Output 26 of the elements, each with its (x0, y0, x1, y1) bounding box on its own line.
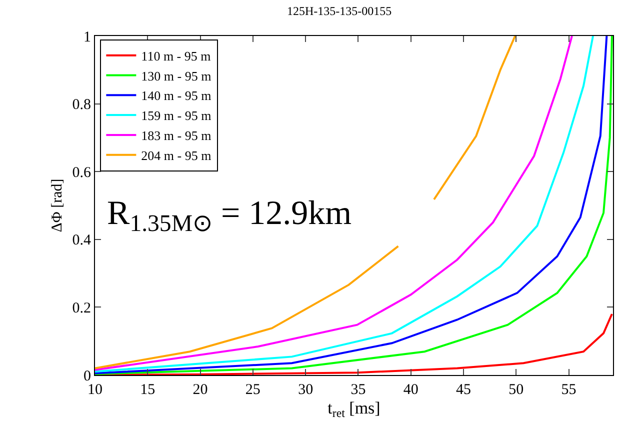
x-tick-label: 20 (192, 382, 208, 398)
x-tick-label: 15 (140, 382, 156, 398)
y-tick-label: 0.2 (72, 300, 91, 316)
x-axis-title: t$_{ret}$ [ms] (328, 398, 380, 420)
y-axis-title: ΔΦ [rad] (50, 178, 66, 232)
x-tick-label: 40 (403, 382, 418, 398)
x-tick-label: 25 (245, 382, 260, 398)
legend-label: 130 m - 95 m (141, 68, 212, 84)
x-tick-label: 50 (508, 382, 524, 398)
legend-label: 159 m - 95 m (141, 108, 212, 124)
y-tick-label: 1 (84, 29, 91, 46)
y-tick-label: 0.6 (72, 164, 92, 181)
x-tick-label: 30 (298, 382, 314, 398)
y-tick-label: 0.4 (72, 232, 92, 249)
legend-label: 204 m - 95 m (141, 148, 212, 163)
y-tick-label: 0 (84, 368, 91, 384)
legend-label: 110 m - 95 m (141, 48, 211, 64)
legend-label: 183 m - 95 m (141, 128, 212, 144)
y-tick-label: 0.8 (72, 97, 91, 114)
x-tick-label: 45 (456, 382, 471, 398)
x-tick-label: 35 (350, 382, 366, 398)
x-tick-label: 10 (88, 382, 102, 398)
chart-title: 125H-135-135-00155 (287, 4, 392, 18)
annotation: R$_{1.35M⊙}$ = 12.9km (107, 195, 352, 238)
x-tick-label: 55 (561, 382, 576, 398)
legend-label: 140 m - 95 m (141, 88, 212, 104)
